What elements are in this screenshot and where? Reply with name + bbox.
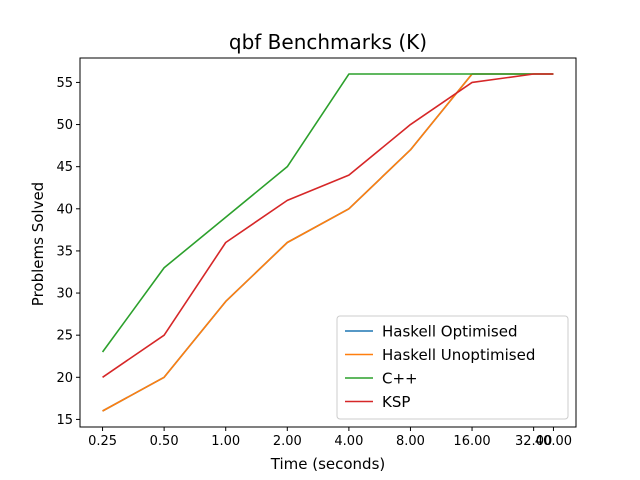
x-tick-label: 32.00 <box>515 434 552 449</box>
x-tick-label: 4.00 <box>334 434 363 449</box>
x-tick-label: 0.25 <box>88 434 117 449</box>
y-tick-label: 20 <box>56 371 73 386</box>
y-tick-label: 30 <box>56 287 73 302</box>
x-tick-label: 0.50 <box>150 434 179 449</box>
legend-label: Haskell Optimised <box>382 323 518 341</box>
x-tick-label: 40.00 <box>535 434 572 449</box>
legend-box <box>336 315 569 420</box>
x-tick-label: 2.00 <box>273 434 302 449</box>
legend-label: C++ <box>382 370 418 388</box>
y-tick-label: 25 <box>56 329 73 344</box>
legend-label: Haskell Unoptimised <box>382 346 535 364</box>
legend: Haskell Optimised Haskell Unoptimised C++ K… <box>336 315 569 420</box>
series-line-3 <box>101 73 554 353</box>
y-tick-label: 55 <box>56 76 73 91</box>
x-axis-label: Time (seconds) <box>270 455 386 473</box>
y-tick-label: 15 <box>56 413 73 428</box>
axes-frame <box>79 57 577 428</box>
y-tick-label: 50 <box>56 118 73 133</box>
legend-label: KSP <box>382 393 410 411</box>
y-tick-label: 40 <box>56 202 73 217</box>
y-axis-label: Problems Solved <box>29 182 47 306</box>
series-line-4 <box>102 73 554 378</box>
x-tick-label: 8.00 <box>396 434 425 449</box>
x-tick-label: 16.00 <box>453 434 490 449</box>
chart-title: qbf Benchmarks (K) <box>229 30 427 54</box>
y-tick-label: 45 <box>56 160 73 175</box>
y-tick-label: 35 <box>56 244 73 259</box>
x-tick-label: 1.00 <box>211 434 240 449</box>
